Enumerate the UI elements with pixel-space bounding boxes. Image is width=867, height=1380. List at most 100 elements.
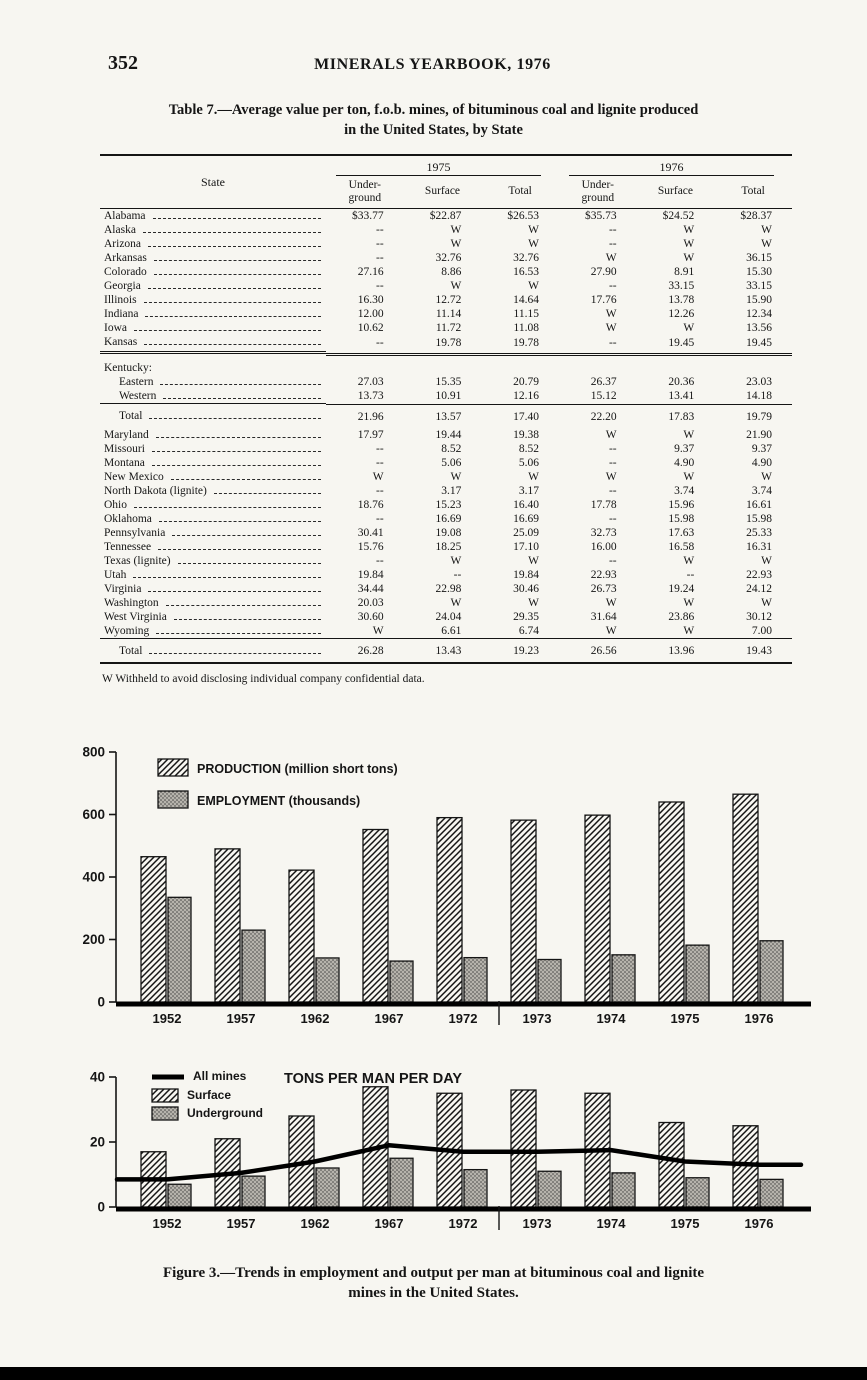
value-cell: --: [375, 456, 384, 469]
value-cell: 13.96: [668, 645, 695, 658]
dash-leader: [177, 562, 321, 564]
x-category-label: 1976: [745, 1011, 774, 1026]
x-category-label: 1967: [375, 1216, 404, 1231]
underground-bar: [241, 1175, 266, 1208]
y-tick-label: 40: [90, 1070, 105, 1085]
x-category-label: 1973: [523, 1011, 552, 1026]
value-cell: $22.87: [429, 210, 462, 223]
value-cell: 22.98: [435, 582, 462, 595]
value-cell: 29.35: [513, 610, 539, 623]
state-cell: Indiana: [100, 307, 326, 321]
value-cell: 4.90: [751, 456, 772, 469]
table-row: Arkansas -- 32.76 32.76 W W 36.15: [100, 251, 792, 265]
value-cell: 8.86: [441, 266, 462, 279]
production-employment-chart: 0 200 400 600 800 1952 1957 1962 1967 1972 1973 197…: [66, 717, 867, 1035]
x-category-label: 1973: [523, 1216, 552, 1231]
state-name: Western: [119, 390, 157, 403]
state-cell: Kentucky:: [100, 354, 326, 375]
state-cell: Maryland: [100, 428, 326, 442]
state-name: Montana: [104, 456, 145, 469]
figure-caption-line1: Figure 3.—Trends in employment and outpu…: [162, 1265, 705, 1282]
value-cell: 32.76: [513, 252, 539, 265]
table-row: Total 21.96 13.57 17.40 22.20 17.83 19.79: [100, 404, 792, 428]
value-cell: [559, 354, 637, 375]
table-row: West Virginia 30.60 24.04 29.35 31.64 23.86 30…: [100, 610, 792, 624]
table-row: Pennsylvania 30.41 19.08 25.09 32.73 17.63 25.…: [100, 526, 792, 540]
value-cell: [326, 354, 404, 375]
all-mines-line: [114, 1143, 804, 1182]
value-cell: [481, 354, 559, 375]
x-category-label: 1962: [301, 1011, 330, 1026]
value-cell: --: [608, 224, 617, 237]
value-cell: 12.26: [668, 308, 695, 321]
value-cell: 21.96: [357, 410, 384, 423]
value-cell: 13.78: [668, 294, 695, 307]
value-cell: 14.18: [714, 389, 792, 405]
value-cell: 21.90: [746, 428, 772, 441]
state-name: Arkansas: [104, 252, 147, 265]
x-category-label: 1975: [671, 1216, 700, 1231]
value-cell: W: [761, 470, 772, 483]
state-name: Colorado: [104, 266, 147, 279]
x-category-label: 1967: [375, 1011, 404, 1026]
table-row: Maryland 17.97 19.44 19.38 W W 21.90: [100, 428, 792, 442]
value-cell: 8.52: [441, 442, 462, 455]
table-row: Alaska -- W W -- W W: [100, 223, 792, 237]
x-category-label: 1974: [597, 1216, 627, 1231]
value-cell: 7.00: [714, 623, 792, 640]
value-cell: 19.38: [513, 428, 539, 441]
dash-leader: [172, 534, 321, 536]
value-cell: 15.30: [746, 266, 772, 279]
value-cell: $35.73: [585, 210, 617, 223]
dash-leader: [156, 632, 321, 634]
table-title-line1: Table 7.—Average value per ton, f.o.b. m…: [168, 102, 699, 118]
state-cell: Ohio: [100, 498, 326, 512]
value-cell: --: [375, 554, 384, 567]
x-category-label: 1972: [449, 1216, 478, 1231]
value-cell: W: [528, 238, 539, 251]
value-cell: [714, 354, 792, 375]
value-cell: --: [375, 224, 384, 237]
value-cell: W: [450, 280, 462, 293]
underground-bar: [389, 1157, 414, 1208]
value-cell: 17.40: [513, 410, 539, 423]
state-name: Utah: [104, 568, 127, 581]
state-cell: Colorado: [100, 265, 326, 279]
dash-leader: [153, 274, 321, 276]
table-body: Alabama $33.77 $22.87 $26.53 $35.73 $24.52 $28…: [100, 209, 792, 664]
value-cell: 30.12: [746, 610, 772, 623]
state-name: Virginia: [104, 582, 142, 595]
value-cell: 15.12: [558, 389, 637, 405]
value-cell: 19.45: [714, 335, 792, 356]
production-bar: [436, 817, 463, 1003]
value-cell: W: [528, 596, 539, 609]
value-cell: $24.52: [662, 210, 695, 223]
value-cell: 10.62: [357, 322, 384, 335]
table-row: Texas (lignite) -- W W -- W W: [100, 554, 792, 568]
value-cell: 20.03: [357, 596, 384, 609]
value-cell: --: [375, 280, 384, 293]
value-cell: W: [450, 470, 462, 483]
dash-leader: [149, 418, 321, 420]
value-cell: 6.61: [403, 623, 482, 640]
state-cell: Texas (lignite): [100, 554, 326, 568]
table-row: Arizona -- W W -- W W: [100, 237, 792, 251]
employment-bar: [463, 957, 488, 1003]
state-cell: Oklahoma: [100, 512, 326, 526]
dash-leader: [134, 330, 321, 332]
legend-swatch: [157, 758, 189, 777]
value-cell: 12.16: [481, 389, 559, 405]
x-category-label: 1972: [449, 1011, 478, 1026]
production-bar: [510, 819, 537, 1003]
value-cell: 9.37: [751, 442, 772, 455]
value-cell: 12.72: [435, 294, 462, 307]
value-cell: 26.37: [590, 376, 617, 389]
value-cell: 31.64: [590, 610, 617, 623]
table-row: Colorado 27.16 8.86 16.53 27.90 8.91 15.30: [100, 265, 792, 279]
underground-bar: [167, 1183, 192, 1208]
value-cell: 23.86: [668, 610, 695, 623]
table-row: Wyoming W 6.61 6.74 W W 7.00: [100, 623, 792, 640]
table-row: Total 26.28 13.43 19.23 26.56 13.96 19.43: [100, 639, 792, 664]
dash-leader: [134, 506, 321, 508]
legend-swatch: [151, 1106, 179, 1121]
